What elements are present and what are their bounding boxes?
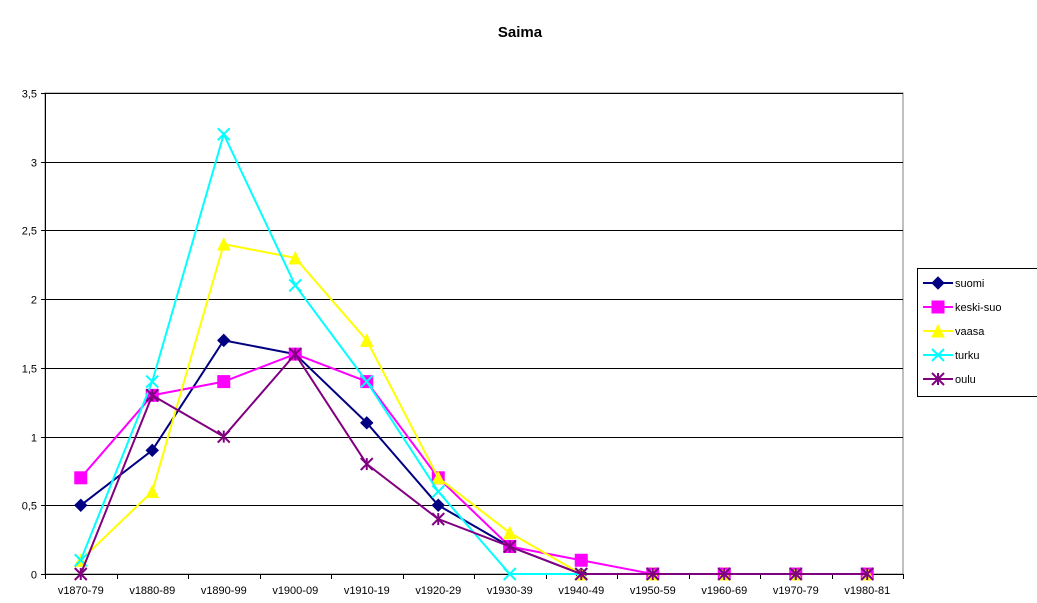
plot-area-border (44, 92, 904, 575)
data-point (360, 374, 374, 389)
legend-label: keski-suo (955, 302, 1001, 314)
legend: suomi keski-suo vaasa turku oulu (917, 268, 1037, 397)
data-point (431, 498, 445, 512)
x-tick-label: v1870-79 (58, 585, 104, 597)
series-line (79, 353, 868, 575)
data-point (360, 457, 374, 471)
axes: 0 0,5 1 1,5 2 2,5 3 3,5 v1870-79 v1880-89 v1890-99… (22, 89, 904, 597)
series-line (79, 131, 868, 575)
data-point (502, 525, 517, 540)
legend-marker (931, 348, 945, 362)
data-point (74, 471, 88, 485)
y-tick-label: 3,5 (22, 89, 37, 101)
legend-item: turku (923, 348, 979, 362)
series-line (79, 352, 868, 575)
data-point (503, 539, 517, 554)
marker-stroke (931, 348, 945, 362)
data-point (217, 333, 231, 348)
y-tick-label: 2 (31, 295, 37, 307)
legend-item: vaasa (923, 323, 985, 338)
grid (44, 92, 904, 575)
data-point (360, 416, 374, 430)
data-point (860, 567, 874, 581)
data-point (217, 375, 231, 389)
data-point (431, 470, 446, 485)
series-oulu (74, 347, 874, 581)
legend-label: suomi (955, 278, 984, 290)
x-tick-label: v1980-81 (844, 585, 890, 597)
x-tick-label: v1880-89 (129, 585, 175, 597)
legend-marker (931, 323, 945, 338)
legend-item: oulu (923, 372, 976, 386)
y-tick-label: 3 (31, 158, 37, 170)
marker-stroke (431, 484, 445, 499)
chart-title: Saima (498, 24, 543, 41)
marker-stroke (217, 127, 231, 141)
data-point (288, 347, 302, 361)
data-point (74, 567, 88, 581)
x-tick-label: v1900-09 (272, 585, 318, 597)
y-tick-label: 1 (31, 433, 37, 445)
marker-stroke (288, 278, 302, 293)
data-point (431, 484, 445, 499)
data-point (717, 567, 731, 581)
marker-stroke (360, 374, 374, 389)
data-point (74, 498, 88, 512)
y-tick-label: 0,5 (22, 501, 37, 513)
data-point (789, 567, 803, 581)
series-keski-suo (74, 347, 874, 581)
series-vaasa (73, 237, 875, 581)
data-point (145, 484, 160, 499)
x-tick-label: v1940-49 (558, 585, 604, 597)
legend-item: keski-suo (923, 300, 1001, 314)
series-suomi (74, 333, 874, 581)
data-point (145, 443, 159, 458)
legend-item: suomi (923, 276, 984, 290)
data-point (288, 278, 302, 293)
data-point (145, 374, 159, 389)
legend-label: turku (955, 350, 979, 362)
data-point (503, 567, 517, 581)
legend-marker (931, 276, 945, 290)
data-point (288, 250, 303, 265)
x-tick-label: v1920-29 (415, 585, 461, 597)
x-tick-label: v1930-39 (487, 585, 533, 597)
legend-label: oulu (955, 374, 976, 386)
data-point (217, 429, 231, 444)
y-tick-label: 1,5 (22, 364, 37, 376)
data-point (217, 127, 231, 141)
series-group (73, 127, 875, 581)
x-tick-label: v1960-69 (701, 585, 747, 597)
data-point (574, 553, 588, 567)
series-line (80, 243, 868, 575)
data-point (574, 567, 588, 581)
x-tick-label: v1910-19 (344, 585, 390, 597)
data-point (646, 567, 660, 581)
legend-marker (931, 300, 945, 314)
legend-label: vaasa (955, 326, 985, 338)
marker-stroke (145, 374, 159, 389)
x-tick-label: v1970-79 (773, 585, 819, 597)
legend-marker (931, 372, 945, 386)
y-tick-label: 0 (31, 570, 37, 582)
data-point (431, 512, 445, 526)
y-tick-label: 2,5 (22, 226, 37, 238)
data-point (216, 237, 231, 251)
x-tick-label: v1890-99 (201, 585, 247, 597)
data-point (145, 388, 159, 403)
marker-stroke (74, 553, 88, 567)
marker-stroke (503, 567, 517, 581)
x-tick-label: v1950-59 (630, 585, 676, 597)
series-line (80, 339, 868, 575)
data-point (359, 333, 374, 347)
